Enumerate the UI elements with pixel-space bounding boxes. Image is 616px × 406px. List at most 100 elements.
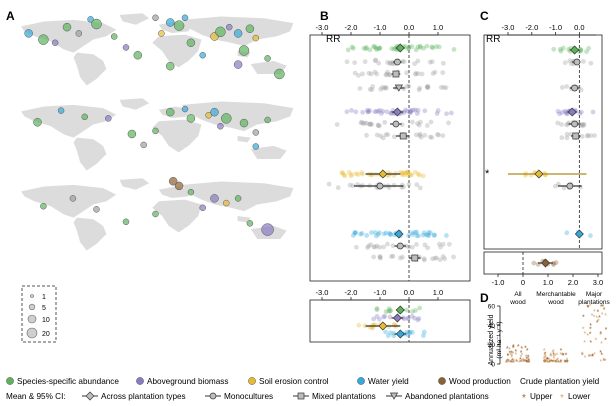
effect-size-point bbox=[579, 123, 585, 129]
effect-size-point bbox=[559, 110, 565, 115]
effect-size-point bbox=[387, 230, 392, 236]
effect-size-point bbox=[388, 308, 394, 313]
effect-size-point bbox=[443, 233, 449, 238]
effect-size-point bbox=[378, 86, 384, 92]
effect-size-point bbox=[409, 172, 414, 178]
effect-size-point bbox=[377, 244, 382, 250]
legend-crude-label: Lower bbox=[568, 392, 591, 401]
yield-point: * bbox=[603, 358, 606, 365]
mean-square bbox=[572, 132, 580, 140]
effect-size-point bbox=[385, 60, 390, 65]
yield-point: * bbox=[554, 360, 557, 367]
effect-size-point bbox=[417, 305, 423, 311]
effect-size-point bbox=[578, 47, 584, 53]
study-site-dot bbox=[91, 18, 102, 30]
effect-size-point bbox=[339, 170, 345, 176]
effect-size-point bbox=[387, 330, 393, 336]
land-mass bbox=[21, 184, 117, 218]
land-mass bbox=[119, 178, 150, 190]
effect-size-point bbox=[393, 45, 398, 51]
effect-size-point bbox=[391, 330, 397, 336]
effect-size-point bbox=[367, 86, 373, 92]
effect-size-point bbox=[364, 120, 369, 126]
study-site-dot bbox=[166, 18, 175, 27]
yield-point: * bbox=[595, 338, 598, 345]
effect-size-point bbox=[409, 119, 415, 125]
effect-size-point bbox=[431, 232, 437, 238]
effect-size-point bbox=[377, 123, 382, 129]
study-site-dot bbox=[264, 116, 271, 124]
effect-size-point bbox=[590, 109, 596, 115]
yield-point: * bbox=[505, 360, 508, 367]
effect-size-point bbox=[387, 61, 393, 66]
effect-size-point bbox=[421, 45, 426, 51]
yield-point: * bbox=[524, 346, 527, 353]
study-site-dot bbox=[245, 24, 255, 33]
study-site-dot bbox=[186, 38, 196, 48]
mean-diamond bbox=[394, 229, 404, 239]
study-site-dot bbox=[186, 114, 196, 123]
size-legend-circle bbox=[30, 294, 34, 298]
tick-label: 0 bbox=[521, 278, 525, 287]
yield-point: * bbox=[553, 359, 556, 366]
effect-size-point bbox=[424, 84, 430, 90]
effect-size-point bbox=[367, 121, 372, 127]
effect-size-point bbox=[555, 181, 561, 187]
effect-size-point bbox=[413, 229, 418, 235]
effect-size-point bbox=[413, 47, 419, 53]
effect-size-point bbox=[440, 254, 446, 259]
effect-size-point bbox=[406, 83, 412, 89]
effect-size-point bbox=[424, 123, 430, 128]
yield-point: * bbox=[515, 359, 518, 366]
yield-point: * bbox=[546, 360, 549, 367]
mean-diamond bbox=[378, 169, 388, 179]
effect-size-point bbox=[442, 256, 448, 262]
effect-size-point bbox=[376, 46, 381, 52]
effect-size-point bbox=[417, 172, 422, 178]
mean-circle bbox=[209, 392, 217, 400]
yield-point: * bbox=[511, 354, 514, 361]
effect-size-point bbox=[371, 44, 376, 49]
study-site-dot bbox=[69, 195, 77, 202]
effect-size-point bbox=[372, 109, 378, 115]
size-legend-label: 20 bbox=[42, 331, 50, 338]
yield-point: * bbox=[548, 360, 551, 367]
effect-size-point bbox=[415, 121, 420, 126]
panel-d: 0204060AllwoodMerchantablewoodMajorplant… bbox=[488, 291, 611, 369]
effect-size-point bbox=[389, 254, 394, 259]
size-legend-circle bbox=[28, 303, 36, 311]
effect-size-point bbox=[360, 71, 365, 77]
tick-label: 1.0 bbox=[543, 278, 553, 287]
effect-size-point bbox=[371, 316, 377, 322]
effect-size-point bbox=[360, 121, 366, 126]
effect-size-point bbox=[432, 255, 438, 261]
study-site-dot bbox=[81, 113, 88, 121]
effect-size-point bbox=[404, 329, 410, 335]
effect-size-point bbox=[385, 132, 391, 137]
yield-point: * bbox=[583, 331, 586, 338]
yield-point: * bbox=[512, 360, 515, 367]
effect-size-point bbox=[428, 119, 434, 125]
land-mass bbox=[73, 137, 107, 171]
panel-a-maps: 1 5 10 20 bbox=[21, 13, 294, 343]
effect-size-point bbox=[385, 69, 390, 75]
effect-size-point bbox=[441, 85, 447, 90]
effect-size-point bbox=[434, 255, 439, 261]
effect-size-point bbox=[364, 107, 370, 113]
tick-label: 60 bbox=[488, 304, 496, 311]
mean-square bbox=[399, 132, 407, 140]
effect-size-point bbox=[410, 232, 416, 237]
tick-label: -2.0 bbox=[345, 23, 358, 32]
yield-point: * bbox=[599, 332, 602, 339]
effect-size-point bbox=[436, 132, 441, 138]
yield-point: * bbox=[600, 353, 603, 360]
panel-d-group-label: Major bbox=[586, 291, 603, 298]
effect-size-point bbox=[402, 107, 408, 113]
effect-size-point bbox=[350, 233, 356, 238]
yield-point: * bbox=[507, 360, 510, 367]
yield-point: * bbox=[553, 356, 556, 363]
yield-point: * bbox=[547, 360, 550, 367]
effect-size-point bbox=[408, 172, 414, 178]
effect-size-point bbox=[377, 316, 382, 322]
effect-size-point bbox=[380, 108, 386, 114]
